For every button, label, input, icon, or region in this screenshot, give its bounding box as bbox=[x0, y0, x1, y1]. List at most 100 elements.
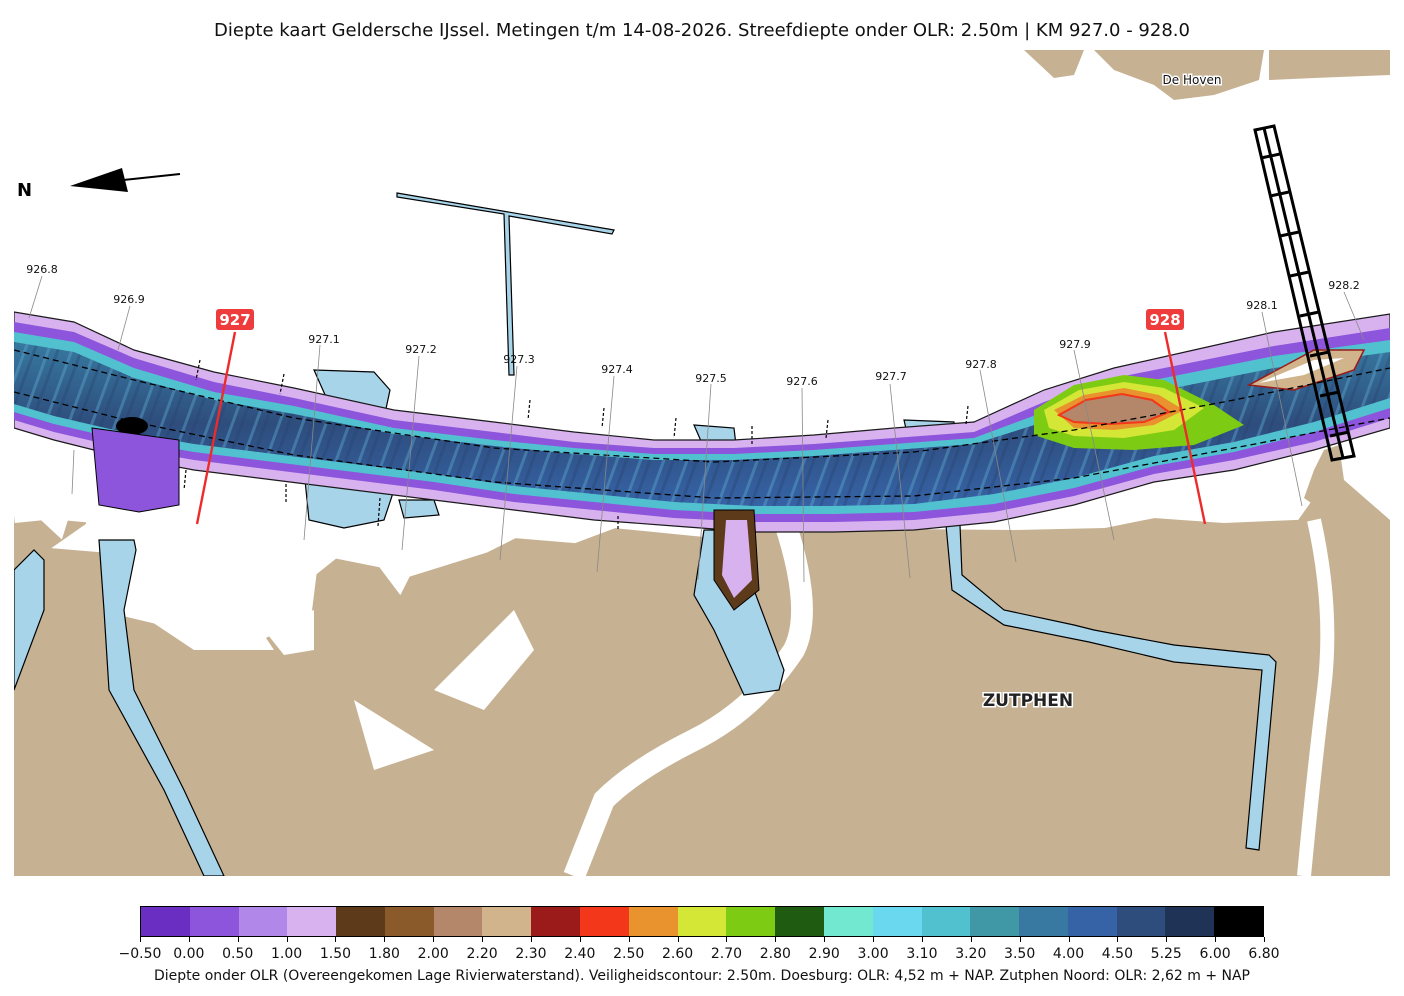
railway-bridge bbox=[1253, 124, 1356, 462]
colorbar-tick-mark bbox=[970, 937, 972, 942]
north-label: N bbox=[17, 180, 32, 201]
colorbar-segment bbox=[872, 907, 922, 936]
north-arrow-icon: N bbox=[17, 168, 181, 201]
colorbar-segment bbox=[1214, 907, 1263, 936]
km-label: 926.8 bbox=[26, 263, 58, 276]
land-south bbox=[14, 445, 1390, 876]
colorbar-segment bbox=[238, 907, 288, 936]
colorbar-segment bbox=[726, 907, 776, 936]
colorbar-tick-mark bbox=[1166, 937, 1168, 942]
side-waters bbox=[14, 192, 1277, 876]
depth-map: 927 928 926.8 926.9 927.1 927.2 927.3 92… bbox=[14, 50, 1390, 876]
km-label: 928.1 bbox=[1246, 299, 1278, 312]
colorbar-ticks: −0.50 0.00 0.50 1.00 1.50 1.80 2.00 2.20 2.30 2.4… bbox=[119, 937, 1280, 962]
colorbar-tick-label: 2.60 bbox=[661, 946, 694, 962]
km-leaders bbox=[28, 275, 1365, 583]
colorbar-tick-mark bbox=[579, 937, 581, 942]
colorbar-tick-mark bbox=[824, 937, 826, 942]
colorbar-tick-label: 4.00 bbox=[1052, 946, 1085, 962]
colorbar-tick-mark bbox=[726, 937, 728, 942]
map-title: Diepte kaart Geldersche IJssel. Metingen… bbox=[214, 20, 1190, 41]
depth-colorbar bbox=[140, 906, 1264, 937]
colorbar-caption: Diepte onder OLR (Overeengekomen Lage Ri… bbox=[153, 968, 1250, 984]
colorbar-tick-mark bbox=[335, 937, 337, 942]
colorbar-segment bbox=[775, 907, 824, 936]
km-label: 927.4 bbox=[601, 363, 633, 376]
colorbar-tick-label: 1.50 bbox=[319, 946, 352, 962]
colorbar-tick-mark bbox=[873, 937, 875, 942]
colorbar-tick-mark bbox=[433, 937, 435, 942]
colorbar-tick-mark bbox=[1019, 937, 1021, 942]
colorbar-tick-label: 4.50 bbox=[1101, 946, 1133, 962]
colorbar-tick-label: 2.80 bbox=[759, 946, 791, 962]
colorbar-segment bbox=[287, 907, 337, 936]
colorbar-segment bbox=[628, 907, 678, 936]
colorbar-tick-mark bbox=[188, 937, 190, 942]
km-label: 927.2 bbox=[405, 343, 437, 356]
colorbar-segment bbox=[970, 907, 1020, 936]
km-label: 927.8 bbox=[965, 358, 997, 371]
km-major-label-927: 927 bbox=[219, 311, 250, 329]
colorbar-tick-mark bbox=[482, 937, 484, 942]
colorbar-segment bbox=[141, 907, 190, 936]
colorbar-tick-label: 2.90 bbox=[808, 946, 840, 962]
colorbar-segment bbox=[189, 907, 239, 936]
place-label-de-hoven: De Hoven bbox=[1163, 73, 1222, 87]
km-label: 927.3 bbox=[503, 353, 535, 366]
km-label: 927.5 bbox=[695, 372, 727, 385]
colorbar-tick-mark bbox=[1068, 937, 1070, 942]
colorbar-tick-label: 3.20 bbox=[955, 946, 987, 962]
colorbar-segment bbox=[580, 907, 629, 936]
land-north bbox=[1024, 50, 1390, 100]
km-label: 927.6 bbox=[786, 375, 818, 388]
colorbar-tick-label: 3.50 bbox=[1004, 946, 1036, 962]
colorbar-tick-mark bbox=[1264, 937, 1265, 942]
colorbar-segment bbox=[677, 907, 727, 936]
colorbar-tick-mark bbox=[384, 937, 386, 942]
place-label-zutphen: ZUTPHEN bbox=[983, 691, 1073, 711]
colorbar-segment bbox=[1165, 907, 1215, 936]
colorbar-segment bbox=[1019, 907, 1068, 936]
colorbar-tick-label: 2.50 bbox=[613, 946, 645, 962]
colorbar-segment bbox=[482, 907, 532, 936]
colorbar-tick-label: 2.40 bbox=[564, 946, 596, 962]
colorbar-tick-mark bbox=[530, 937, 532, 942]
km-label: 927.7 bbox=[875, 370, 907, 383]
colorbar-tick-mark bbox=[628, 937, 630, 942]
colorbar-tick-label: 1.80 bbox=[368, 946, 400, 962]
colorbar-segment bbox=[384, 907, 434, 936]
colorbar-tick-label: −0.50 bbox=[118, 946, 162, 962]
colorbar-tick-label: 2.20 bbox=[466, 946, 498, 962]
km-928-line bbox=[1163, 331, 1207, 525]
colorbar-segment bbox=[1116, 907, 1166, 936]
colorbar-tick-mark bbox=[921, 937, 923, 942]
colorbar-tick-label: 0.50 bbox=[222, 946, 254, 962]
colorbar-tick-label: 2.30 bbox=[515, 946, 547, 962]
colorbar-segment bbox=[433, 907, 483, 936]
km-label: 926.9 bbox=[113, 293, 145, 306]
colorbar-segment bbox=[531, 907, 581, 936]
colorbar-tick-mark bbox=[1215, 937, 1217, 942]
colorbar-tick-label: 2.00 bbox=[417, 946, 449, 962]
km-label: 927.9 bbox=[1059, 338, 1091, 351]
km-label: 928.2 bbox=[1328, 279, 1360, 292]
colorbar-segment bbox=[921, 907, 971, 936]
km-major-label-928: 928 bbox=[1149, 311, 1180, 329]
colorbar-tick-label: 3.10 bbox=[906, 946, 938, 962]
colorbar-segment bbox=[336, 907, 385, 936]
colorbar-tick-mark bbox=[677, 937, 679, 942]
colorbar-tick-label: 6.00 bbox=[1199, 946, 1231, 962]
river-channel bbox=[14, 311, 1390, 611]
colorbar-tick-mark bbox=[1117, 937, 1119, 942]
colorbar-segment bbox=[1067, 907, 1117, 936]
km-927-line bbox=[195, 331, 237, 525]
colorbar-tick-label: 6.80 bbox=[1248, 946, 1280, 962]
colorbar-tick-mark bbox=[140, 937, 141, 942]
colorbar-tick-mark bbox=[775, 937, 777, 942]
km-label: 927.1 bbox=[308, 333, 340, 346]
colorbar-segment bbox=[823, 907, 873, 936]
colorbar-tick-label: 5.25 bbox=[1150, 946, 1182, 962]
colorbar-tick-label: 0.00 bbox=[173, 946, 205, 962]
colorbar-tick-label: 3.00 bbox=[857, 946, 889, 962]
colorbar-tick-label: 2.70 bbox=[710, 946, 743, 962]
